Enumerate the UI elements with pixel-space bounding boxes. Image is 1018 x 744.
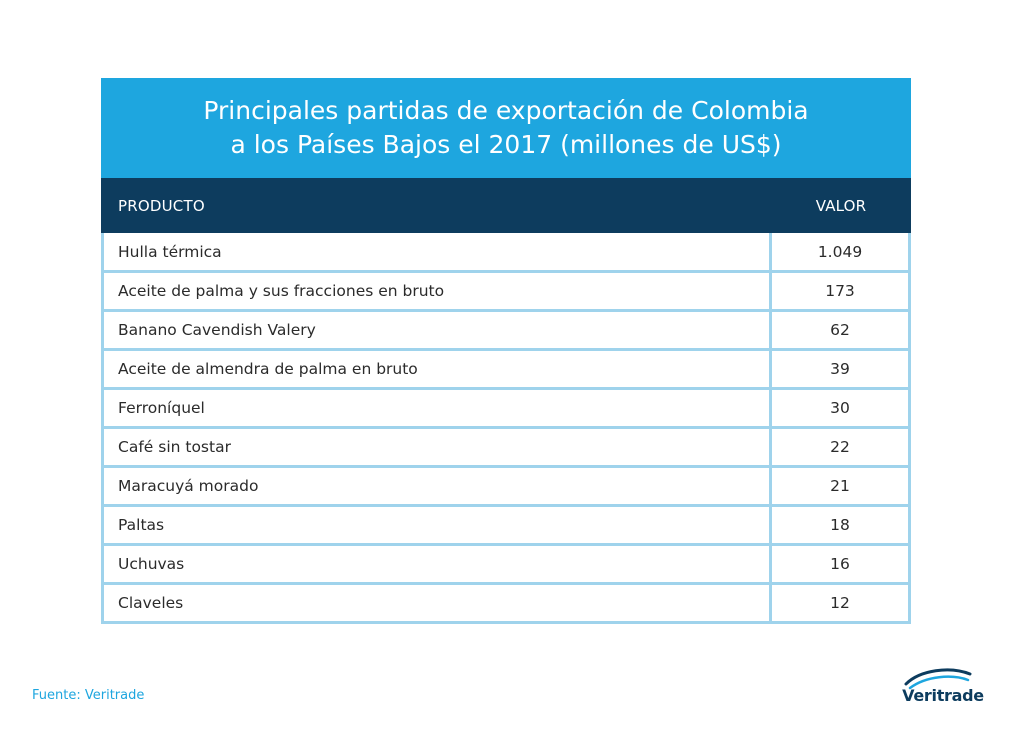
cell-value: 16 <box>769 546 908 582</box>
table-body: Hulla térmica 1.049 Aceite de palma y sus … <box>101 233 911 624</box>
table-row: Ferroníquel 30 <box>104 387 908 426</box>
export-table: Principales partidas de exportación de C… <box>101 78 911 624</box>
table-row: Aceite de almendra de palma en bruto 39 <box>104 348 908 387</box>
cell-value: 21 <box>769 468 908 504</box>
cell-value: 18 <box>769 507 908 543</box>
cell-product: Café sin tostar <box>118 438 231 456</box>
table-title: Principales partidas de exportación de C… <box>101 78 911 178</box>
column-header-product: PRODUCTO <box>118 196 205 215</box>
table-row: Uchuvas 16 <box>104 543 908 582</box>
table-header: PRODUCTO VALOR <box>101 178 911 233</box>
table-row: Banano Cavendish Valery 62 <box>104 309 908 348</box>
title-line-2: a los Países Bajos el 2017 (millones de … <box>230 130 782 159</box>
table-row: Claveles 12 <box>104 582 908 621</box>
cell-product: Claveles <box>118 594 184 612</box>
logo-wordmark: Veritrade <box>902 686 984 705</box>
cell-product: Uchuvas <box>118 555 185 573</box>
veritrade-swoosh-icon <box>904 668 972 690</box>
cell-value: 1.049 <box>769 233 908 270</box>
cell-product: Paltas <box>118 516 165 534</box>
cell-product: Ferroníquel <box>118 399 205 417</box>
title-line-1: Principales partidas de exportación de C… <box>203 96 809 125</box>
veritrade-logo: Veritrade <box>900 666 986 714</box>
cell-product: Aceite de palma y sus fracciones en brut… <box>118 282 445 300</box>
cell-value: 22 <box>769 429 908 465</box>
cell-value: 30 <box>769 390 908 426</box>
source-note: Fuente: Veritrade <box>32 688 145 703</box>
cell-product: Hulla térmica <box>118 242 222 261</box>
cell-product: Aceite de almendra de palma en bruto <box>118 360 418 378</box>
cell-value: 62 <box>769 312 908 348</box>
cell-value: 173 <box>769 273 908 309</box>
cell-product: Maracuyá morado <box>118 477 259 495</box>
table-row: Hulla térmica 1.049 <box>104 233 908 270</box>
table-row: Aceite de palma y sus fracciones en brut… <box>104 270 908 309</box>
table-row: Café sin tostar 22 <box>104 426 908 465</box>
cell-product: Banano Cavendish Valery <box>118 321 316 339</box>
table-row: Maracuyá morado 21 <box>104 465 908 504</box>
table-row: Paltas 18 <box>104 504 908 543</box>
column-header-value: VALOR <box>815 196 867 215</box>
cell-value: 12 <box>769 585 908 621</box>
cell-value: 39 <box>769 351 908 387</box>
